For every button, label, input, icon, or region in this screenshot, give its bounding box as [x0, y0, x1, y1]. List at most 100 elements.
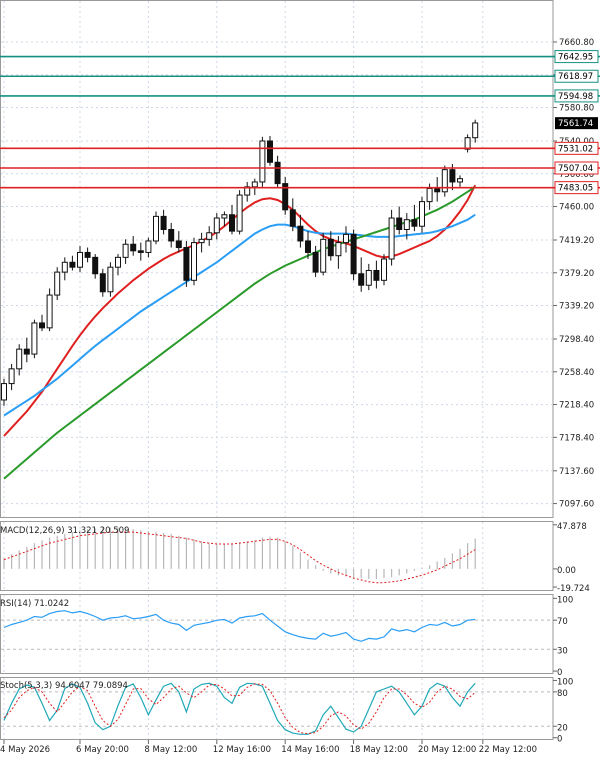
candle-body: [69, 261, 76, 268]
candle: [472, 119, 479, 143]
level-label: 7618.97: [558, 72, 593, 82]
candle: [69, 255, 76, 271]
level-label-box: [554, 89, 599, 103]
candle-body: [464, 137, 471, 150]
candle-body: [92, 256, 99, 275]
candle-body: [388, 217, 395, 260]
level-label: 7483.05: [558, 184, 593, 194]
candle: [99, 268, 106, 297]
candle: [191, 237, 197, 286]
price-tick-label: 7218.40: [559, 401, 594, 411]
candle-body: [449, 169, 456, 183]
candle: [403, 213, 410, 240]
candle-body: [115, 256, 121, 268]
candle-body: [145, 240, 152, 253]
candle: [335, 236, 342, 269]
candle-body: [373, 269, 380, 281]
time-tick-label: 22 May 12:00: [479, 745, 537, 755]
candle-body: [403, 219, 410, 230]
candle: [289, 198, 296, 232]
level-label: 7642.95: [558, 53, 593, 63]
rsi-label: RSI(14) 71.0242: [0, 599, 69, 609]
price-tick-label: 7379.20: [559, 269, 594, 279]
candle: [107, 262, 114, 297]
time-tick-label: 18 May 12:00: [350, 745, 408, 755]
candle: [77, 245, 83, 273]
stoch-tick-label: 0: [557, 735, 562, 745]
time-tick-label: 12 May 16:00: [213, 745, 271, 755]
stoch-tick-label: 80: [557, 689, 568, 699]
candle-body: [77, 251, 83, 268]
candle: [16, 344, 23, 376]
level-label-box: [554, 181, 599, 195]
candle-body: [335, 242, 342, 257]
level-label-box: [554, 141, 599, 155]
candle: [92, 254, 99, 279]
candle: [183, 240, 190, 287]
candle-body: [282, 183, 289, 211]
candle-body: [396, 217, 403, 230]
candle: [8, 363, 15, 391]
macd-tick-label: -19.724: [557, 584, 590, 594]
candle: [320, 232, 327, 276]
candle: [122, 239, 129, 264]
candle-body: [251, 181, 258, 188]
candle-body: [1, 383, 7, 401]
candle-body: [183, 247, 190, 281]
price-tick-label: 7298.40: [559, 335, 594, 345]
candle-body: [472, 122, 479, 139]
price-tick-label: 7137.60: [559, 467, 594, 477]
candle-body: [365, 269, 372, 286]
candle: [274, 155, 281, 189]
candle: [46, 288, 53, 332]
pane-frame-main: [0, 0, 554, 518]
stoch-tick-label: 20: [557, 723, 568, 733]
candle-body: [213, 217, 220, 234]
candle: [39, 314, 45, 332]
price-tick-label: 7258.40: [559, 368, 594, 378]
candle-body: [23, 348, 30, 355]
candle: [396, 206, 403, 235]
candle-body: [274, 161, 281, 185]
candle: [441, 165, 448, 197]
candle: [23, 337, 30, 363]
price-tick-label: 7500.00: [559, 170, 594, 180]
stoch-tick-label: 100: [557, 677, 573, 687]
candle-body: [343, 233, 349, 244]
candle: [31, 319, 38, 359]
candle: [365, 263, 372, 291]
candle-body: [137, 250, 144, 253]
candle: [153, 211, 159, 245]
candle-body: [305, 240, 311, 253]
candle: [457, 175, 463, 187]
moving-average-line: [3, 213, 476, 417]
time-tick-label: 20 May 12:00: [418, 745, 476, 755]
candle: [229, 204, 235, 235]
candle-body: [289, 209, 296, 227]
candle: [168, 222, 175, 248]
candle-body: [221, 214, 228, 219]
candle: [175, 231, 182, 253]
level-label-box: [554, 50, 599, 64]
candle: [145, 237, 152, 258]
candle-body: [411, 219, 418, 227]
candle: [373, 260, 380, 289]
rsi-tick-label: 100: [557, 595, 573, 605]
candle-body: [358, 273, 365, 286]
time-tick-label: 8 May 12:00: [144, 745, 197, 755]
candle-body: [434, 188, 441, 193]
macd-signal-line: [3, 531, 476, 584]
candle: [84, 247, 91, 263]
candle: [312, 245, 319, 278]
candle-body: [122, 243, 129, 258]
time-tick-label: 4 May 2026: [0, 745, 50, 755]
level-label-box: [554, 161, 599, 175]
candle-body: [327, 238, 334, 257]
candle: [434, 177, 441, 202]
candle-body: [267, 140, 273, 163]
candle: [411, 204, 418, 232]
candle: [282, 177, 289, 215]
candle: [267, 136, 273, 166]
current-price-label: 7561.74: [558, 119, 593, 129]
